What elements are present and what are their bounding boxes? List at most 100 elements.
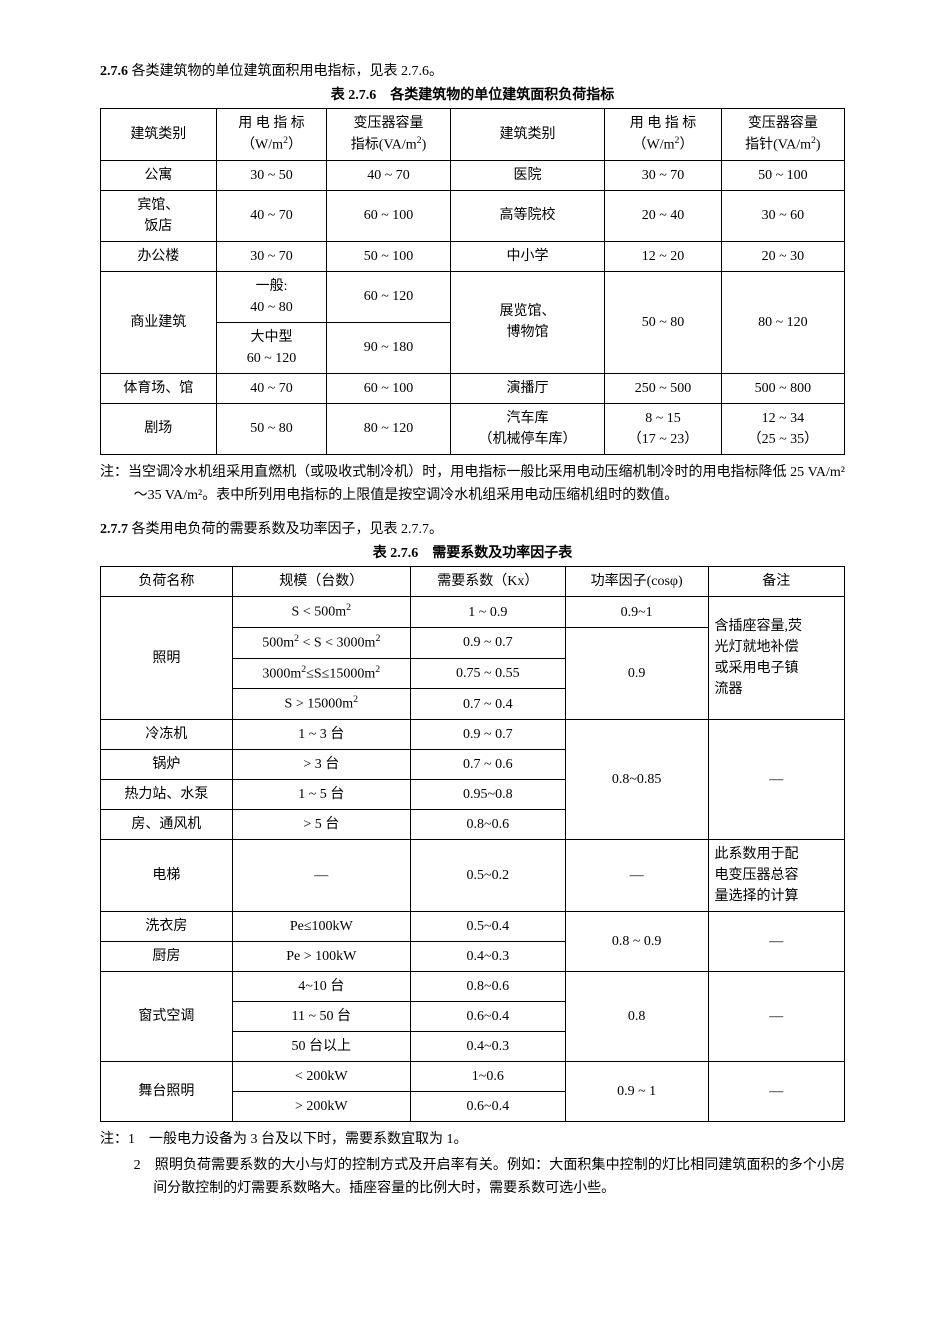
cell: 50 ~ 100 [721,160,844,190]
cell: 60 ~ 100 [327,190,450,241]
cell: 50 ~ 80 [216,403,327,454]
cell: > 200kW [232,1091,410,1121]
cell: 50 ~ 80 [605,271,721,373]
cell: 1~0.6 [410,1061,565,1091]
cell: 8 ~ 15 （17 ~ 23） [605,403,721,454]
note-2: 2 照明负荷需要系数的大小与灯的控制方式及开启率有关。例如：大面积集中控制的灯比… [100,1154,845,1202]
table-2-7-7-notes: 注：1 一般电力设备为 3 台及以下时，需要系数宜取为 1。 2 照明负荷需要系… [100,1128,845,1201]
cell: 中小学 [450,241,605,271]
note-1: 注：1 一般电力设备为 3 台及以下时，需要系数宜取为 1。 [100,1128,845,1152]
cell: 20 ~ 40 [605,190,721,241]
cell: 1 ~ 0.9 [410,597,565,628]
th-scale: 规模（台数） [232,567,410,597]
cell: > 3 台 [232,749,410,779]
table-row: 电梯 — 0.5~0.2 — 此系数用于配 电变压器总容 量选择的计算 [101,839,845,911]
cell: 60 ~ 120 [327,271,450,322]
cell: 汽车库 （机械停车库） [450,403,605,454]
cell: 房、通风机 [101,809,233,839]
cell: 30 ~ 70 [216,241,327,271]
cell: 0.8~0.6 [410,809,565,839]
cell: 0.9 ~ 1 [565,1061,708,1121]
cell: Pe≤100kW [232,911,410,941]
cell: 20 ~ 30 [721,241,844,271]
cell: S > 15000m2 [232,689,410,720]
cell: 50 ~ 100 [327,241,450,271]
cell: 0.5~0.2 [410,839,565,911]
cell: S < 500m2 [232,597,410,628]
th-transformer: 变压器容量 指标(VA/m2) [327,109,450,161]
cell: 30 ~ 70 [605,160,721,190]
cell: 0.9~1 [565,597,708,628]
table-row: 公寓 30 ~ 50 40 ~ 70 医院 30 ~ 70 50 ~ 100 [101,160,845,190]
table-row: 办公楼 30 ~ 70 50 ~ 100 中小学 12 ~ 20 20 ~ 30 [101,241,845,271]
cell: 1 ~ 5 台 [232,779,410,809]
cell: 办公楼 [101,241,217,271]
cell: 窗式空调 [101,971,233,1061]
section-intro-text: 各类建筑物的单位建筑面积用电指标，见表 2.7.6。 [132,64,444,79]
section-num: 2.7.6 [100,64,128,79]
th-kx: 需要系数（Kx） [410,567,565,597]
th-power-index-2: 用 电 指 标 （W/m2） [605,109,721,161]
cell: 40 ~ 70 [216,373,327,403]
cell: 0.7 ~ 0.6 [410,749,565,779]
cell: 80 ~ 120 [327,403,450,454]
cell: 厨房 [101,941,233,971]
cell: 12 ~ 34 （25 ~ 35） [721,403,844,454]
cell: 电梯 [101,839,233,911]
cell: — [708,719,845,839]
cell: 50 台以上 [232,1031,410,1061]
section-2-7-7-intro: 2.7.7 各类用电负荷的需要系数及功率因子，见表 2.7.7。 [100,518,845,538]
section-2-7-6-intro: 2.7.6 各类建筑物的单位建筑面积用电指标，见表 2.7.6。 [100,60,845,80]
cell: 40 ~ 70 [327,160,450,190]
cell: 0.7 ~ 0.4 [410,689,565,720]
cell: 0.8 [565,971,708,1061]
cell: 锅炉 [101,749,233,779]
cell: > 5 台 [232,809,410,839]
table-2-7-6: 建筑类别 用 电 指 标 （W/m2） 变压器容量 指标(VA/m2) 建筑类别… [100,108,845,455]
cell: 0.9 ~ 0.7 [410,719,565,749]
cell: — [708,971,845,1061]
cell: 80 ~ 120 [721,271,844,373]
section-intro-text: 各类用电负荷的需要系数及功率因子，见表 2.7.7。 [132,522,444,537]
th-load-name: 负荷名称 [101,567,233,597]
table-row: 洗衣房 Pe≤100kW 0.5~0.4 0.8 ~ 0.9 — [101,911,845,941]
cell: — [565,839,708,911]
cell: 0.75 ~ 0.55 [410,658,565,689]
cell: 90 ~ 180 [327,322,450,373]
table-header-row: 建筑类别 用 电 指 标 （W/m2） 变压器容量 指标(VA/m2) 建筑类别… [101,109,845,161]
cell: 250 ~ 500 [605,373,721,403]
cell: 此系数用于配 电变压器总容 量选择的计算 [708,839,845,911]
cell: 0.6~0.4 [410,1091,565,1121]
cell: 体育场、馆 [101,373,217,403]
table-2-7-7-caption: 表 2.7.6 需要系数及功率因子表 [100,542,845,562]
cell: 商业建筑 [101,271,217,373]
table-2-7-6-caption: 表 2.7.6 各类建筑物的单位建筑面积负荷指标 [100,84,845,104]
table-row: 冷冻机 1 ~ 3 台 0.9 ~ 0.7 0.8~0.85 — [101,719,845,749]
cell: 500m2 < S < 3000m2 [232,627,410,658]
cell: 照明 [101,597,233,720]
th-power-index: 用 电 指 标 （W/m2） [216,109,327,161]
th-building-type-2: 建筑类别 [450,109,605,161]
th-transformer-2: 变压器容量 指针(VA/m2) [721,109,844,161]
table-row: 宾馆、 饭店 40 ~ 70 60 ~ 100 高等院校 20 ~ 40 30 … [101,190,845,241]
table-row: 窗式空调 4~10 台 0.8~0.6 0.8 — [101,971,845,1001]
cell: 高等院校 [450,190,605,241]
th-remark: 备注 [708,567,845,597]
cell: 500 ~ 800 [721,373,844,403]
cell: 0.8 ~ 0.9 [565,911,708,971]
cell: 展览馆、 博物馆 [450,271,605,373]
cell: 4~10 台 [232,971,410,1001]
table-2-7-6-note: 注：当空调冷水机组采用直燃机（或吸收式制冷机）时，用电指标一般比采用电动压缩机制… [100,461,845,509]
cell: 30 ~ 50 [216,160,327,190]
th-pf: 功率因子(cosφ) [565,567,708,597]
cell: 演播厅 [450,373,605,403]
cell: 剧场 [101,403,217,454]
cell: 0.5~0.4 [410,911,565,941]
table-row: 商业建筑 一般: 40 ~ 80 60 ~ 120 展览馆、 博物馆 50 ~ … [101,271,845,322]
cell: 舞台照明 [101,1061,233,1121]
table-header-row: 负荷名称 规模（台数） 需要系数（Kx） 功率因子(cosφ) 备注 [101,567,845,597]
cell: 0.4~0.3 [410,941,565,971]
cell: 60 ~ 100 [327,373,450,403]
cell: 11 ~ 50 台 [232,1001,410,1031]
cell: 公寓 [101,160,217,190]
